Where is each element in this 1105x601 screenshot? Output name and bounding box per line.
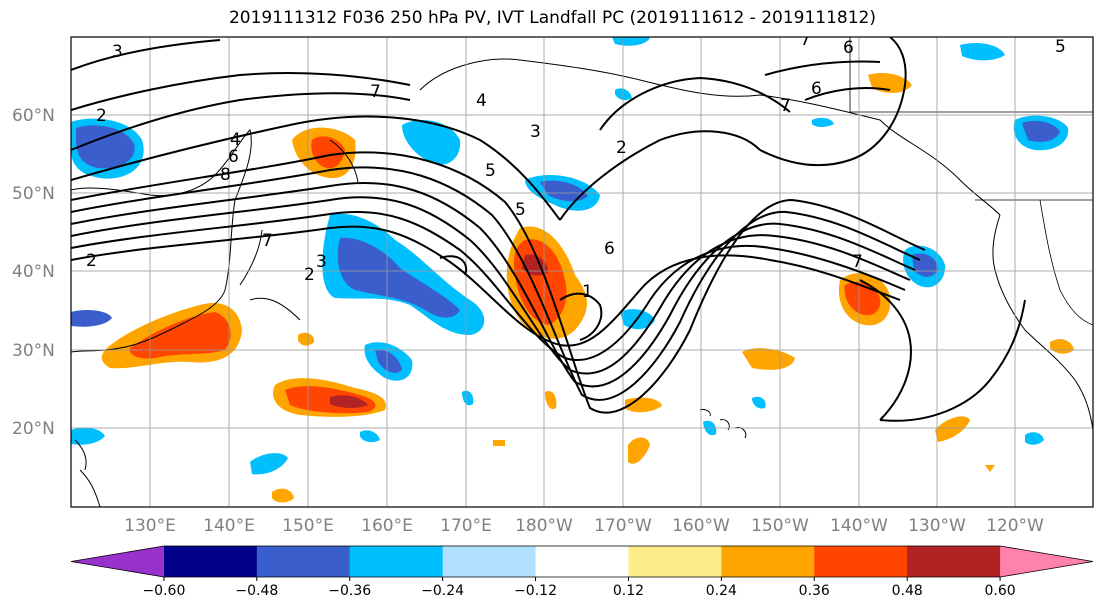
- coast-na-west: [992, 214, 1093, 431]
- colorbar-segment: [907, 546, 1001, 577]
- contour-label: 5: [515, 200, 526, 220]
- colorbar-segment: [721, 546, 815, 577]
- contour-label: 7: [780, 96, 791, 116]
- contour-labels: 3 2 7 4 6 8 2 2 3 7 4 3 5 5 2 6 1 7 6 7 …: [86, 30, 1066, 302]
- colorbar-tick-label: 0.48: [892, 583, 923, 599]
- colorbar-tick-label: −0.24: [421, 583, 464, 599]
- contour-label: 2: [86, 251, 97, 271]
- colorbar-segment: [535, 546, 629, 577]
- contour-label: 3: [530, 122, 541, 142]
- contour-label: 2: [304, 265, 315, 285]
- contour-label: 6: [604, 239, 615, 259]
- colorbar-tick-label: −0.36: [328, 583, 371, 599]
- lat-label: 30°N: [12, 341, 55, 361]
- contour-label: 6: [843, 38, 854, 58]
- colorbar-tick-label: −0.48: [235, 583, 278, 599]
- coast-japan: [239, 229, 301, 321]
- contour-label: 8: [220, 165, 231, 185]
- colorbar-segment: [349, 546, 444, 577]
- lon-label: 140°W: [830, 516, 888, 536]
- contour-label: 3: [112, 42, 123, 62]
- colorbar-tick-label: 0.24: [706, 583, 737, 599]
- lon-label: 160°E: [361, 516, 413, 536]
- colorbar-tick-label: 0.12: [613, 583, 644, 599]
- coast-kamchatka: [329, 139, 359, 183]
- contour-label: 5: [1055, 37, 1066, 57]
- lon-label: 180°W: [515, 516, 573, 536]
- coastlines: [71, 37, 1093, 507]
- lon-label: 130°E: [124, 516, 176, 536]
- lon-label: 170°E: [440, 516, 492, 536]
- lon-label: 130°W: [908, 516, 966, 536]
- lat-label: 50°N: [12, 184, 55, 204]
- contour-label: 4: [230, 130, 241, 150]
- lon-labels: 130°E 140°E 150°E 160°E 170°E 180°W 170°…: [124, 516, 1044, 536]
- colorbar-segment: [256, 546, 351, 577]
- colorbar-segment: [71, 546, 164, 577]
- map-frame: [70, 36, 1094, 508]
- lat-labels: 60°N 50°N 40°N 30°N 20°N: [12, 106, 55, 439]
- colorbar-tick-label: −0.60: [142, 583, 185, 599]
- neg-anomaly-bering-west: [402, 120, 461, 165]
- contour-label: 6: [228, 147, 239, 167]
- contour-label: 7: [852, 252, 863, 272]
- neg-anomaly-okhotsk-core: [76, 125, 135, 169]
- lon-label: 140°E: [203, 516, 255, 536]
- contour-label: 7: [800, 30, 811, 50]
- lat-label: 20°N: [12, 419, 55, 439]
- contour-label: 7: [262, 231, 273, 251]
- contour-label: 1: [582, 282, 593, 302]
- contour-label: 2: [616, 138, 627, 158]
- contour-label: 7: [370, 82, 381, 102]
- colorbar-tick-label: 0.36: [799, 583, 830, 599]
- contour-label: 3: [316, 252, 327, 272]
- lon-label: 120°W: [986, 516, 1044, 536]
- lon-label: 150°W: [751, 516, 809, 536]
- lat-label: 40°N: [12, 262, 55, 282]
- contour-label: 2: [96, 106, 107, 126]
- colorbar-tick-label: −0.12: [514, 583, 557, 599]
- contour-label: 6: [811, 79, 822, 99]
- colorbar-segment: [1000, 546, 1093, 577]
- philippines: [74, 439, 101, 507]
- colorbar-tick-label: 0.60: [985, 583, 1016, 599]
- colorbar-segment: [163, 546, 258, 577]
- contour-label: 5: [485, 161, 496, 181]
- lat-label: 60°N: [12, 106, 55, 126]
- lon-label: 170°W: [594, 516, 652, 536]
- colorbar-segment: [442, 546, 537, 577]
- lon-label: 160°W: [672, 516, 730, 536]
- pv-contours: [71, 37, 1026, 422]
- colorbar-segment: [814, 546, 908, 577]
- contour-label: 4: [476, 91, 487, 111]
- coast-alaska: [419, 58, 1001, 216]
- map-title: 2019111312 F036 250 hPa PV, IVT Landfall…: [228, 8, 876, 28]
- colorbar: −0.60 −0.48 −0.36 −0.24 −0.12 0.12 0.24 0.36 0.4…: [70, 545, 1094, 599]
- lon-label: 150°E: [282, 516, 334, 536]
- colorbar-segment: [628, 546, 722, 577]
